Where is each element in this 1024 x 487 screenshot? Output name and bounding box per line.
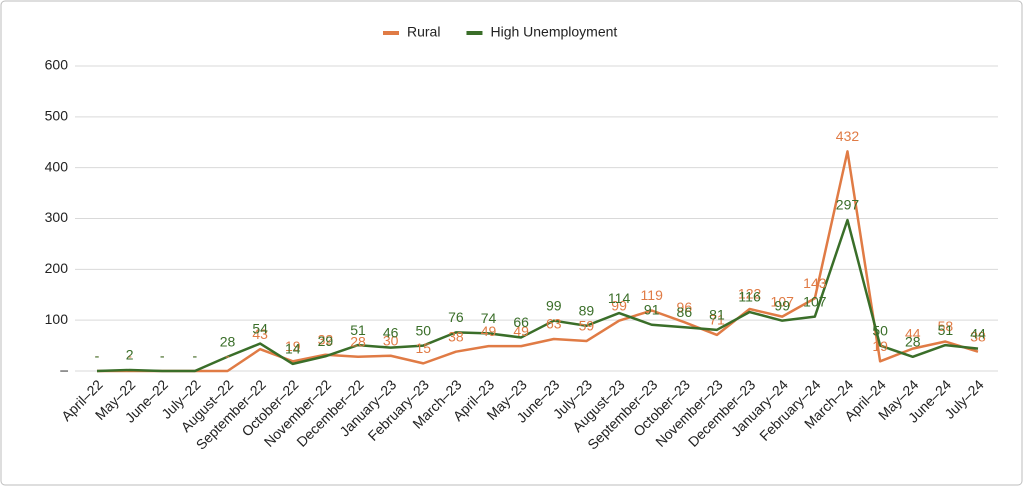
data-label: 432 [836, 128, 860, 144]
data-label: 19 [285, 338, 301, 354]
y-tick-label: 300 [45, 209, 69, 225]
data-label: - [193, 348, 198, 364]
data-label: 14 [285, 341, 301, 357]
data-label: - [160, 348, 165, 364]
data-label: 38 [448, 328, 464, 344]
data-label: 50 [416, 322, 432, 338]
data-label: 50 [872, 322, 888, 338]
data-label: 43 [252, 326, 268, 342]
data-label: 46 [383, 324, 399, 340]
data-label: 96 [677, 299, 693, 315]
data-label: 51 [350, 322, 366, 338]
legend-label: High Unemployment [490, 24, 617, 40]
data-label: - [193, 348, 198, 364]
data-label: 38 [970, 328, 986, 344]
data-label: 28 [220, 333, 236, 349]
data-label: 63 [546, 316, 562, 332]
data-label: 107 [771, 293, 795, 309]
data-label: 49 [481, 323, 497, 339]
data-label: 76 [448, 309, 464, 325]
data-label: - [95, 348, 100, 364]
data-label: 107 [803, 293, 827, 309]
series-line [96, 218, 979, 373]
data-label: 119 [641, 287, 664, 303]
data-label: 15 [416, 340, 432, 356]
data-label: 19 [872, 338, 888, 354]
data-label: 99 [774, 297, 790, 313]
data-label: 28 [905, 333, 921, 349]
data-label: 66 [513, 314, 529, 330]
y-tick-label: 500 [45, 108, 69, 124]
data-label: 297 [836, 197, 860, 213]
data-label: 28 [350, 333, 366, 349]
data-label: 49 [513, 323, 529, 339]
data-label: - [95, 348, 100, 364]
data-label: 99 [611, 297, 627, 313]
y-tick-label: 400 [45, 158, 69, 174]
data-label: 59 [579, 318, 595, 334]
data-label: 44 [970, 325, 986, 341]
y-tick-label: 100 [45, 311, 69, 327]
series-line [97, 150, 979, 373]
data-label: 74 [481, 310, 497, 326]
data-label: 32 [318, 331, 334, 347]
data-label: 89 [579, 302, 595, 318]
data-label: 58 [938, 318, 954, 334]
data-label: - [127, 348, 132, 364]
data-label: 143 [803, 275, 827, 291]
data-label: 2 [126, 347, 134, 363]
data-label: 51 [938, 322, 954, 338]
data-label: 54 [252, 320, 268, 336]
y-tick-label: 600 [45, 57, 69, 73]
data-label: 86 [677, 304, 693, 320]
data-label: 71 [709, 312, 725, 328]
data-label: 44 [905, 325, 921, 341]
data-label: 114 [608, 290, 631, 306]
y-tick-label: – [60, 362, 68, 378]
data-label: 29 [318, 333, 334, 349]
data-label: 99 [546, 297, 562, 313]
legend-label: Rural [407, 24, 440, 40]
data-label: 30 [383, 332, 399, 348]
data-label: 122 [738, 286, 762, 302]
y-tick-label: 200 [45, 260, 69, 276]
data-label: - [160, 348, 165, 364]
data-label: 116 [738, 289, 761, 305]
data-label: 91 [644, 301, 660, 317]
data-label: 81 [709, 307, 725, 323]
data-label: - [225, 348, 230, 364]
